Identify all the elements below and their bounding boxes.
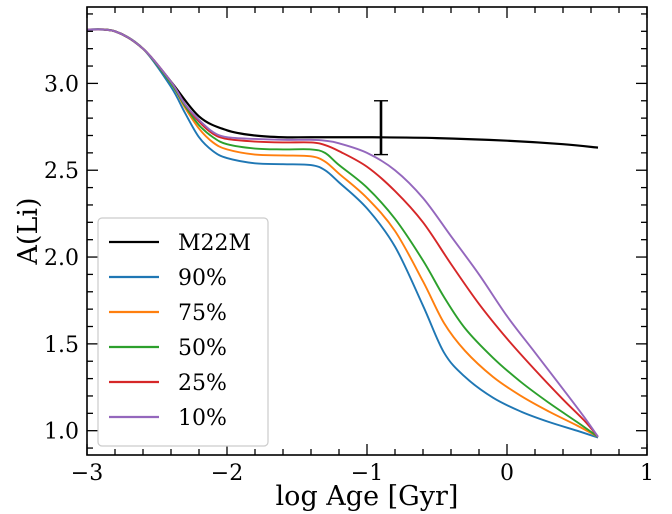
- x-tick-label: −3: [71, 461, 103, 486]
- legend-label: 90%: [178, 266, 227, 291]
- series-line-0: [86, 28, 599, 149]
- legend-label: M22M: [178, 231, 251, 256]
- x-tick-label: −1: [351, 461, 383, 486]
- y-tick-label: 3.0: [44, 72, 79, 97]
- x-tick-label: 1: [640, 461, 654, 486]
- legend-label: 10%: [178, 406, 227, 431]
- legend-label: 50%: [178, 336, 227, 361]
- legend: M22M 90% 75% 50% 25% 10%: [97, 217, 269, 447]
- y-axis-ticks: 1.0 1.5 2.0 2.5 3.0: [44, 13, 647, 449]
- x-tick-label: 0: [500, 461, 514, 486]
- series-layer: [86, 28, 599, 439]
- y-tick-label: 1.5: [44, 333, 79, 358]
- x-axis-title: log Age [Gyr]: [276, 481, 459, 512]
- x-axis-ticks: −3 −2 −1 0 1: [71, 7, 654, 486]
- series-line-5: [86, 28, 599, 438]
- y-tick-label: 2.0: [44, 246, 79, 271]
- legend-label: 25%: [178, 371, 227, 396]
- legend-label: 75%: [178, 301, 227, 326]
- legend-box: [97, 217, 269, 447]
- x-tick-label: −2: [211, 461, 243, 486]
- error-bar: [374, 100, 388, 156]
- y-axis-title: A(Li): [13, 197, 44, 265]
- legend-items: M22M 90% 75% 50% 25% 10%: [109, 231, 251, 431]
- y-tick-label: 2.5: [44, 159, 79, 184]
- y-tick-label: 1.0: [44, 420, 79, 445]
- series-line-1: [86, 28, 599, 439]
